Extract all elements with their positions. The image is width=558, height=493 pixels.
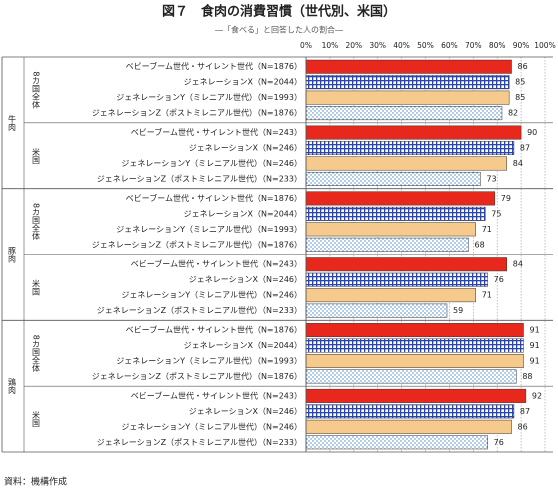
chart-title: 図７ 食肉の消費習慣（世代別、米国） — [162, 4, 396, 20]
row-label: ジェネレーションX（N=2044） — [184, 209, 302, 218]
row-label: ベビーブーム世代・サイレント世代（N=243） — [131, 127, 302, 137]
row-label: ジェネレーションY（ミレニアル世代）（N=1993） — [116, 355, 302, 365]
value-label: 68 — [475, 240, 485, 249]
x-tick-label: 50% — [417, 41, 434, 50]
row-label: ジェネレーションZ（ポストミレニアル世代）（N=1876） — [92, 108, 302, 118]
value-label: 91 — [529, 326, 539, 335]
value-label: 76 — [494, 438, 504, 447]
bar — [305, 419, 512, 434]
value-label: 90 — [527, 128, 537, 137]
row-label: ジェネレーションX（N=2044） — [184, 78, 302, 87]
bar — [305, 75, 510, 90]
x-tick-label: 100% — [534, 41, 555, 50]
row-label: ベビーブーム世代・サイレント世代（N=1876） — [126, 193, 302, 203]
value-label: 86 — [518, 62, 528, 71]
x-tick-label: 0% — [300, 41, 312, 50]
row-label: ベビーブーム世代・サイレント世代（N=1876） — [126, 61, 302, 71]
bar — [305, 171, 481, 186]
value-label: 85 — [515, 93, 525, 102]
row-label: ジェネレーションX（N=246） — [189, 144, 302, 153]
bar — [305, 191, 496, 206]
bar — [305, 288, 476, 303]
bar — [305, 206, 486, 221]
row-label: ベビーブーム世代・サイレント世代（N=243） — [131, 259, 302, 269]
value-label: 84 — [513, 260, 523, 269]
meat-label: 豚肉 — [8, 247, 17, 263]
x-tick-label: 30% — [369, 41, 386, 50]
value-label: 92 — [532, 391, 542, 400]
row-label: ベビーブーム世代・サイレント世代（N=243） — [131, 390, 302, 400]
region-label: 米国 — [32, 278, 41, 296]
x-tick-label: 10% — [322, 41, 339, 50]
bar — [305, 125, 522, 140]
value-label: 82 — [508, 109, 518, 118]
bar — [305, 404, 515, 419]
bar — [305, 388, 527, 403]
bar — [305, 354, 524, 368]
bar — [305, 257, 508, 272]
row-label: ジェネレーションX（N=246） — [189, 407, 302, 416]
value-label: 91 — [529, 341, 539, 350]
region-label: 8カ国全体 — [32, 71, 41, 109]
bar — [305, 272, 488, 287]
row-label: ジェネレーションZ（ポストミレニアル世代）（N=1876） — [92, 239, 302, 249]
region-label: 8カ国全体 — [32, 335, 41, 373]
row-label: ジェネレーションY（ミレニアル世代）（N=1993） — [116, 92, 302, 102]
row-label: ジェネレーションY（ミレニアル世代）（N=246） — [121, 158, 302, 168]
value-label: 79 — [501, 194, 511, 203]
value-label: 71 — [482, 225, 492, 234]
bar — [305, 303, 448, 318]
bar — [305, 338, 524, 353]
row-label: ジェネレーションZ（ポストミレニアル世代）（N=1876） — [92, 371, 302, 381]
value-label: 87 — [520, 407, 530, 416]
row-label: ジェネレーションY（ミレニアル世代）（N=246） — [121, 421, 302, 431]
x-tick-label: 70% — [465, 41, 482, 50]
x-tick-label: 20% — [345, 41, 362, 50]
value-label: 84 — [513, 159, 523, 168]
row-label: ジェネレーションZ（ポストミレニアル世代）（N=233） — [97, 173, 302, 183]
bar — [305, 59, 512, 74]
value-label: 85 — [515, 78, 525, 87]
bar — [305, 141, 515, 156]
value-label: 76 — [494, 275, 504, 284]
meat-label: 牛肉 — [8, 114, 17, 131]
row-label: ジェネレーションY（ミレニアル世代）（N=246） — [121, 290, 302, 300]
value-label: 91 — [529, 356, 539, 365]
bar — [305, 156, 508, 171]
bar — [305, 323, 524, 338]
value-label: 87 — [520, 144, 530, 153]
x-tick-label: 60% — [441, 41, 458, 50]
region-label: 米国 — [32, 410, 41, 428]
row-label: ジェネレーションZ（ポストミレニアル世代）（N=233） — [97, 305, 302, 315]
bar — [305, 237, 469, 252]
row-label: ジェネレーションZ（ポストミレニアル世代）（N=233） — [97, 437, 302, 447]
source-note: 資料：機構作成 — [4, 476, 67, 488]
region-label: 8カ国全体 — [32, 203, 41, 241]
row-label: ジェネレーションY（ミレニアル世代）（N=1993） — [116, 224, 302, 234]
row-label: ジェネレーションX（N=2044） — [184, 341, 302, 350]
value-label: 75 — [491, 209, 501, 218]
row-label: ベビーブーム世代・サイレント世代（N=1876） — [126, 325, 302, 335]
x-tick-label: 40% — [393, 41, 410, 50]
bar — [305, 369, 517, 384]
x-tick-label: 80% — [489, 41, 506, 50]
value-label: 59 — [453, 306, 463, 315]
chart-subtitle: ―「食べる」と回答した人の割合― — [215, 25, 343, 35]
value-label: 71 — [482, 291, 492, 300]
region-label: 米国 — [32, 147, 41, 165]
value-label: 86 — [518, 422, 528, 431]
value-label: 88 — [522, 372, 532, 381]
meat-label: 鶏肉 — [8, 377, 17, 394]
x-tick-label: 90% — [513, 41, 530, 50]
bar — [305, 435, 488, 450]
bar — [305, 90, 510, 105]
bar — [305, 222, 476, 237]
bar — [305, 106, 503, 121]
row-label: ジェネレーションX（N=246） — [189, 275, 302, 284]
value-label: 73 — [486, 174, 496, 183]
